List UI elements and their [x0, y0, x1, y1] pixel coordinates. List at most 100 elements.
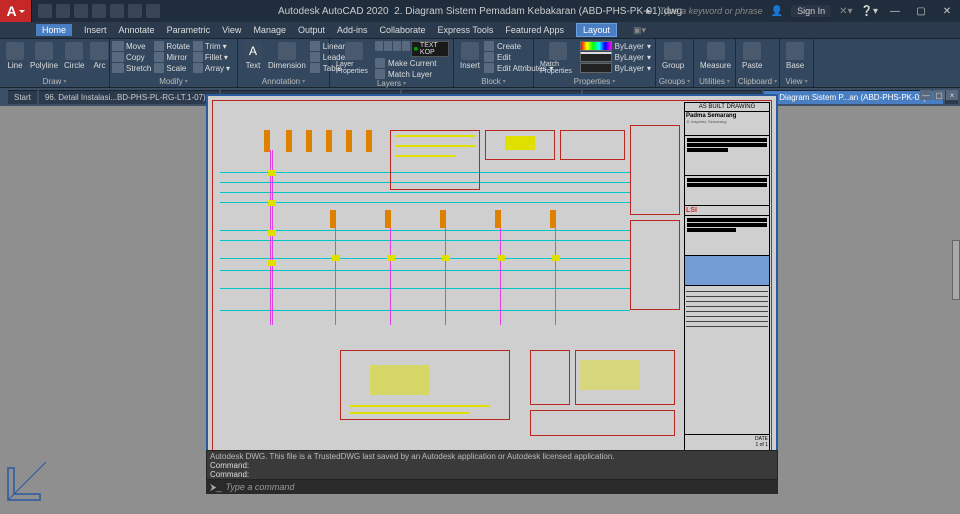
paste-button[interactable]: Paste — [740, 41, 764, 71]
tab-addins[interactable]: Add-ins — [337, 25, 368, 35]
layer-tool2-icon[interactable] — [384, 41, 392, 51]
makecurrent-button[interactable]: Make Current — [375, 58, 449, 68]
matchprops-button[interactable]: Match Properties — [538, 41, 578, 76]
text-button[interactable]: AText — [242, 41, 264, 71]
exchange-icon[interactable]: ✕▾ — [839, 6, 852, 17]
vp-max-icon[interactable]: ▢ — [933, 90, 945, 100]
circle-icon — [65, 42, 83, 60]
stretch-icon — [114, 63, 124, 73]
line-button[interactable]: Line — [4, 41, 26, 71]
mirror-button[interactable]: Mirror — [154, 52, 190, 62]
minimize-button[interactable]: — — [886, 4, 904, 18]
arc-button[interactable]: Arc — [88, 41, 110, 71]
rotate-icon — [154, 41, 164, 51]
editattr-icon — [484, 63, 494, 73]
color-combo[interactable]: ByLayer▾ — [580, 41, 651, 51]
cmd-placeholder: Type a command — [226, 482, 295, 492]
trim-icon — [193, 41, 203, 51]
vp-min-icon[interactable]: — — [920, 90, 932, 100]
tab-output[interactable]: Output — [298, 25, 325, 35]
array-button[interactable]: Array▾ — [193, 63, 230, 73]
doc-tab-0[interactable]: 96. Detail Instalasi...BD-PHS-PL-RG-LT.1… — [39, 90, 219, 104]
palette-tab[interactable] — [952, 240, 960, 300]
tab-layout[interactable]: Layout — [576, 23, 617, 37]
linetype-combo[interactable]: ByLayer▾ — [580, 63, 651, 73]
measure-button[interactable]: Measure — [698, 41, 733, 71]
qat-undo-icon[interactable] — [128, 4, 142, 18]
start-tab[interactable]: Start — [8, 90, 37, 104]
tb-heading: AS BUILT DRAWING — [685, 103, 769, 112]
maximize-button[interactable]: ▢ — [912, 4, 930, 18]
tab-view[interactable]: View — [222, 25, 241, 35]
tab-parametric[interactable]: Parametric — [167, 25, 211, 35]
panel-label-draw[interactable]: Draw — [4, 77, 105, 87]
scale-button[interactable]: Scale — [154, 63, 190, 73]
polyline-button[interactable]: Polyline — [28, 41, 60, 71]
qat-new-icon[interactable] — [38, 4, 52, 18]
qat-open-icon[interactable] — [56, 4, 70, 18]
layer-tool4-icon[interactable] — [402, 41, 410, 51]
linear-icon — [310, 41, 320, 51]
command-history[interactable]: Autodesk DWG. This file is a TrustedDWG … — [206, 450, 778, 480]
cmd-prompt1: Command: — [210, 461, 774, 470]
command-input[interactable]: ⮞_ Type a command — [206, 480, 778, 494]
panel-label-utilities[interactable]: Utilities — [698, 77, 731, 87]
tab-collaborate[interactable]: Collaborate — [380, 25, 426, 35]
panel-groups: Group Groups — [656, 39, 694, 87]
rotate-button[interactable]: Rotate — [154, 41, 190, 51]
app-logo[interactable]: A — [0, 0, 32, 22]
qat-plot-icon[interactable] — [110, 4, 124, 18]
cmd-message: Autodesk DWG. This file is a TrustedDWG … — [210, 452, 774, 461]
panel-modify: Move Rotate Trim▾ Copy Mirror Fillet▾ St… — [110, 39, 238, 87]
tab-insert[interactable]: Insert — [84, 25, 107, 35]
copy-button[interactable]: Copy — [114, 52, 151, 62]
layer-combo[interactable]: ■TEXT KOP — [411, 41, 449, 57]
layerprops-button[interactable]: Layer Properties — [334, 41, 373, 79]
layerprops-icon — [345, 42, 363, 60]
help-icon[interactable]: ❔▾ — [861, 6, 878, 17]
qat-redo-icon[interactable] — [146, 4, 160, 18]
panel-label-block[interactable]: Block — [458, 77, 529, 87]
lineweight-combo[interactable]: ByLayer▾ — [580, 52, 651, 62]
fillet-button[interactable]: Fillet▾ — [193, 52, 230, 62]
base-button[interactable]: Base — [784, 41, 806, 71]
signin-button[interactable]: Sign In — [791, 5, 831, 17]
matchlayer-icon — [375, 69, 385, 79]
qat-saveas-icon[interactable] — [92, 4, 106, 18]
stretch-button[interactable]: Stretch — [114, 63, 151, 73]
panel-label-clipboard[interactable]: Clipboard — [740, 77, 775, 87]
panel-label-layers[interactable]: Layers — [334, 79, 449, 89]
tab-featured[interactable]: Featured Apps — [505, 25, 564, 35]
matchlayer-button[interactable]: Match Layer — [375, 69, 449, 79]
panel-label-view[interactable]: View — [784, 77, 809, 87]
tab-more-icon[interactable]: ▣▾ — [633, 25, 646, 36]
group-button[interactable]: Group — [660, 41, 686, 71]
move-button[interactable]: Move — [114, 41, 151, 51]
makecurrent-icon — [375, 58, 385, 68]
layer-tool1-icon[interactable] — [375, 41, 383, 51]
qat-save-icon[interactable] — [74, 4, 88, 18]
circle-button[interactable]: Circle — [62, 41, 86, 71]
lsi-logo: LSI — [685, 206, 769, 216]
trim-button[interactable]: Trim▾ — [193, 41, 230, 51]
panel-label-properties[interactable]: Properties — [538, 77, 651, 87]
vp-close-icon[interactable]: × — [946, 90, 958, 100]
ribbon: Line Polyline Circle Arc Draw Move Rotat… — [0, 38, 960, 88]
panel-label-annotation[interactable]: Annotation — [242, 77, 325, 87]
panel-clipboard: Paste Clipboard — [736, 39, 780, 87]
mirror-icon — [154, 52, 164, 62]
drawing-canvas[interactable]: AS BUILT DRAWING Padma SemarangJl. Inspe… — [206, 94, 778, 462]
layer-tool3-icon[interactable] — [393, 41, 401, 51]
close-button[interactable]: ✕ — [938, 4, 956, 18]
tab-manage[interactable]: Manage — [253, 25, 286, 35]
insert-button[interactable]: Insert — [458, 41, 482, 71]
tab-express[interactable]: Express Tools — [438, 25, 494, 35]
tab-home[interactable]: Home — [36, 24, 72, 36]
scale-icon — [154, 63, 164, 73]
leader-icon — [310, 52, 320, 62]
panel-label-modify[interactable]: Modify — [114, 77, 233, 87]
dimension-button[interactable]: Dimension — [266, 41, 308, 71]
tab-annotate[interactable]: Annotate — [119, 25, 155, 35]
doc-tab-4[interactable]: 2. Diagram Sistem P...an (ABD-PHS-PK-01)… — [764, 90, 943, 104]
panel-label-groups[interactable]: Groups — [660, 77, 689, 87]
